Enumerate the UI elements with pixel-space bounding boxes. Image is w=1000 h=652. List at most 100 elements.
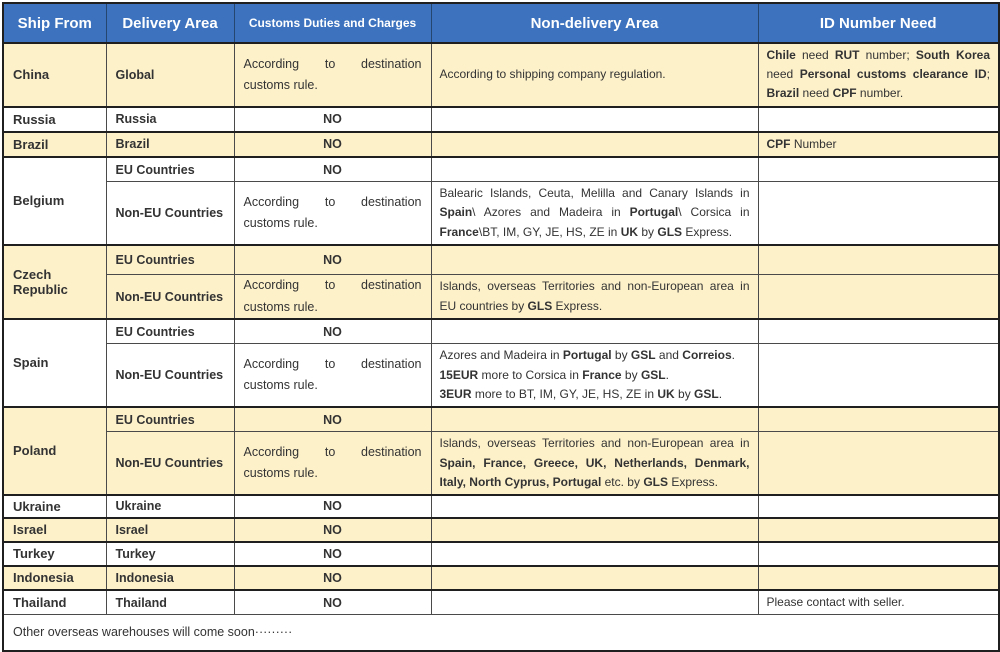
customs-note: According to destination customs rule. [235,442,430,485]
non-delivery-area-cell [430,516,759,543]
text-segment: \BT, IM, GY, JE, HS, ZE in [478,224,621,239]
ship-from-cell: Turkey [2,540,107,567]
text-segment: more to BT, IM, GY, JE, HS, ZE in [471,386,658,401]
customs-note: According to destination customs rule. [235,192,430,235]
table-row: Spain EU Countries NO [2,317,1000,408]
table-row: Indonesia Indonesia NO [2,564,1000,591]
delivery-area-cell: EU Countries [105,405,235,433]
text-segment: . [718,386,723,401]
text-segment: by [638,224,658,239]
customs-note-word: to [324,444,336,459]
text-segment: and [655,348,683,363]
text-line: 3EUR more to BT, IM, GY, JE, HS, ZE in U… [440,385,750,404]
text-line: 15EUR more to Corsica in France by GSL. [440,366,750,385]
customs-note-word: According [243,444,300,459]
table-row: Non-EU Countries According to destination cu… [3,274,1000,320]
ship-from-cell: Ukraine [2,493,107,519]
table-row: Israel Israel NO [2,516,1000,543]
text-segment: Azores and Madeira in [439,348,563,363]
customs-note-word: destination [361,56,422,71]
customs-note-word: destination [361,356,422,371]
id-number-need-cell [757,343,1000,408]
bold-text-segment: 15EUR [439,367,479,382]
customs-note-word: to [324,278,336,293]
delivery-area-cell: Thailand [105,588,235,616]
id-number-need-cell [757,181,1000,246]
customs-duties-cell: NO [233,493,432,519]
text-line: Chile need RUT number; South Korea need … [767,46,991,104]
text-segment: by [611,348,631,363]
delivery-area-cell: Israel [105,516,235,543]
bold-text-segment: GSL [630,348,656,363]
text-segment: According to shipping company regulation… [439,67,666,82]
rich-text-block: Islands, overseas Territories and non-Eu… [432,433,757,494]
customs-duties-cell: NO [233,564,432,591]
text-line: According to shipping company regulation… [440,65,750,84]
customs-duties-cell: NO [233,105,432,133]
id-number-need-cell [757,155,1000,183]
text-segment: Number [790,136,837,151]
non-delivery-area-cell [430,564,759,591]
id-number-need-cell [757,564,1000,591]
id-number-need-cell [757,493,1000,519]
delivery-area-cell: Brazil [105,130,235,158]
table-row: Non-EU Countries According to destination cu… [3,431,1000,496]
text-segment: . [731,348,735,363]
non-delivery-area-cell [430,540,759,567]
rich-text-block: Please contact with seller. [759,592,998,614]
text-segment: \ Azores and Madeira in [472,205,630,220]
bold-text-segment: South Korea [915,48,990,62]
customs-note-word: According [243,194,300,209]
table-row: Non-EU Countries According to destination cu… [3,181,1000,246]
customs-note-line1: According to destination [244,442,422,463]
customs-note-line1: According to destination [244,354,422,375]
non-delivery-area-cell: Islands, overseas Territories and non-Eu… [430,274,759,320]
header-ship-from: Ship From [2,2,107,44]
text-segment: Islands, overseas Territories and non-Eu… [439,279,750,313]
bold-text-segment: GSL [694,386,719,401]
rich-text-block: According to shipping company regulation… [432,63,757,86]
header-non-delivery-area: Non-delivery Area [430,2,759,44]
customs-duties-cell: According to destination customs rule. [233,181,432,246]
delivery-area-cell: Non-EU Countries [105,431,235,496]
delivery-area-cell: Non-EU Countries [105,274,235,320]
ship-from-cell: Indonesia [2,564,107,591]
customs-note-line1: According to destination [244,192,422,213]
table-row: Poland EU Countries NO [2,405,1000,496]
table-footer: Other overseas warehouses will come soon… [2,614,1000,652]
non-delivery-area-cell [430,105,759,133]
table-row: Czech Republic EU Countries NO [2,243,1000,320]
table-row: Brazil Brazil NO CPF Number [2,130,1000,158]
text-line: Balearic Islands, Ceuta, Melilla and Can… [440,184,750,242]
text-line: Azores and Madeira in Portugal by GSL an… [440,346,750,365]
bold-text-segment: 3EUR [439,386,472,401]
customs-duties-cell: According to destination customs rule. [233,274,432,320]
id-number-need-cell: CPF Number [757,130,1000,158]
bold-text-segment: UK [620,224,639,239]
text-segment: ; [986,67,991,82]
customs-duties-cell: NO [233,405,432,433]
customs-note-line2: customs rule. [243,466,318,481]
text-segment: need [799,86,833,101]
text-segment: \ Corsica in [678,205,750,220]
delivery-area-cell: Non-EU Countries [105,181,235,246]
rich-text-block: CPF Number [759,134,998,156]
text-segment: number. [856,86,904,101]
delivery-area-cell: Indonesia [105,564,235,591]
text-segment: by [674,386,695,401]
non-delivery-area-cell [430,155,759,183]
text-line: Islands, overseas Territories and non-Eu… [440,434,750,492]
customs-note-word: to [324,194,336,209]
bold-text-segment: CPF [766,136,791,151]
non-delivery-area-cell: Azores and Madeira in Portugal by GSL an… [430,343,759,408]
customs-note-line1: According to destination [244,276,422,297]
customs-duties-cell: NO [233,155,432,183]
customs-duties-cell: NO [233,540,432,567]
header-row: Ship From Delivery Area Customs Duties a… [2,2,1000,44]
header-delivery-area: Delivery Area [105,2,235,44]
non-delivery-area-cell [430,493,759,519]
bold-text-segment: UK [657,386,675,401]
bold-text-segment: France [582,367,622,382]
customs-note: According to destination customs rule. [235,354,430,397]
bold-text-segment: Portugal [562,348,612,363]
